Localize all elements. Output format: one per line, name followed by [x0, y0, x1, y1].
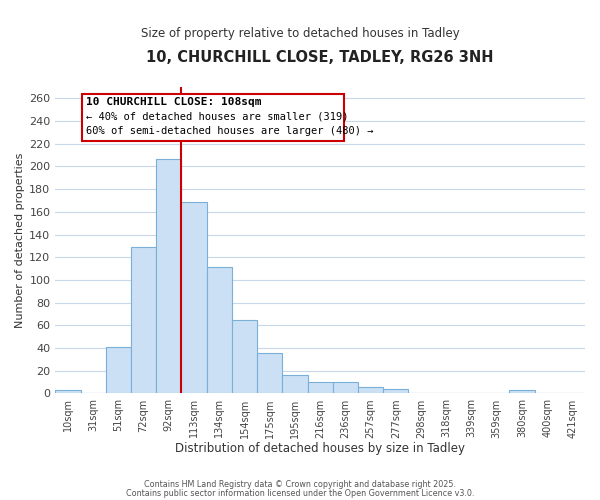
Text: Contains HM Land Registry data © Crown copyright and database right 2025.: Contains HM Land Registry data © Crown c…: [144, 480, 456, 489]
FancyBboxPatch shape: [82, 94, 344, 142]
Bar: [55, 390, 80, 394]
Text: Contains public sector information licensed under the Open Government Licence v3: Contains public sector information licen…: [126, 488, 474, 498]
Text: 10 CHURCHILL CLOSE: 108sqm: 10 CHURCHILL CLOSE: 108sqm: [86, 97, 261, 107]
Bar: [333, 382, 358, 394]
Text: ← 40% of detached houses are smaller (319): ← 40% of detached houses are smaller (31…: [86, 112, 348, 122]
Bar: [106, 347, 131, 394]
Bar: [131, 247, 156, 394]
X-axis label: Distribution of detached houses by size in Tadley: Distribution of detached houses by size …: [175, 442, 465, 455]
Bar: [308, 382, 333, 394]
Bar: [206, 268, 232, 394]
Bar: [358, 386, 383, 394]
Bar: [383, 389, 409, 394]
Text: 60% of semi-detached houses are larger (480) →: 60% of semi-detached houses are larger (…: [86, 126, 373, 136]
Bar: [181, 202, 206, 394]
Bar: [283, 376, 308, 394]
Text: Size of property relative to detached houses in Tadley: Size of property relative to detached ho…: [140, 28, 460, 40]
Y-axis label: Number of detached properties: Number of detached properties: [15, 152, 25, 328]
Title: 10, CHURCHILL CLOSE, TADLEY, RG26 3NH: 10, CHURCHILL CLOSE, TADLEY, RG26 3NH: [146, 50, 494, 65]
Bar: [257, 352, 283, 394]
Bar: [156, 158, 181, 394]
Bar: [509, 390, 535, 394]
Bar: [232, 320, 257, 394]
